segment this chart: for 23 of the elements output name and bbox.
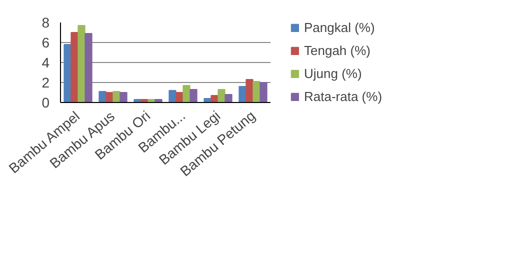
bar bbox=[190, 89, 198, 102]
legend-label: Ujung (%) bbox=[304, 66, 362, 81]
bar bbox=[252, 81, 260, 102]
bar bbox=[182, 85, 190, 102]
bar bbox=[64, 44, 72, 102]
bar bbox=[246, 79, 254, 102]
y-tick-label: 6 bbox=[42, 34, 50, 50]
legend-label: Tengah (%) bbox=[304, 43, 370, 58]
bar bbox=[84, 33, 92, 102]
bar bbox=[168, 90, 176, 102]
bar bbox=[218, 89, 226, 102]
bar bbox=[154, 99, 162, 102]
legend-label: Pangkal (%) bbox=[304, 20, 375, 35]
bar bbox=[78, 25, 86, 102]
bar bbox=[224, 94, 232, 102]
bar bbox=[260, 82, 268, 102]
y-tick-label: 0 bbox=[42, 94, 50, 110]
y-tick-label: 4 bbox=[42, 54, 50, 70]
y-tick-label: 8 bbox=[42, 14, 50, 30]
legend-label: Rata-rata (%) bbox=[304, 89, 382, 104]
bar bbox=[120, 92, 128, 102]
bar bbox=[70, 32, 78, 102]
y-tick-label: 2 bbox=[42, 74, 50, 90]
